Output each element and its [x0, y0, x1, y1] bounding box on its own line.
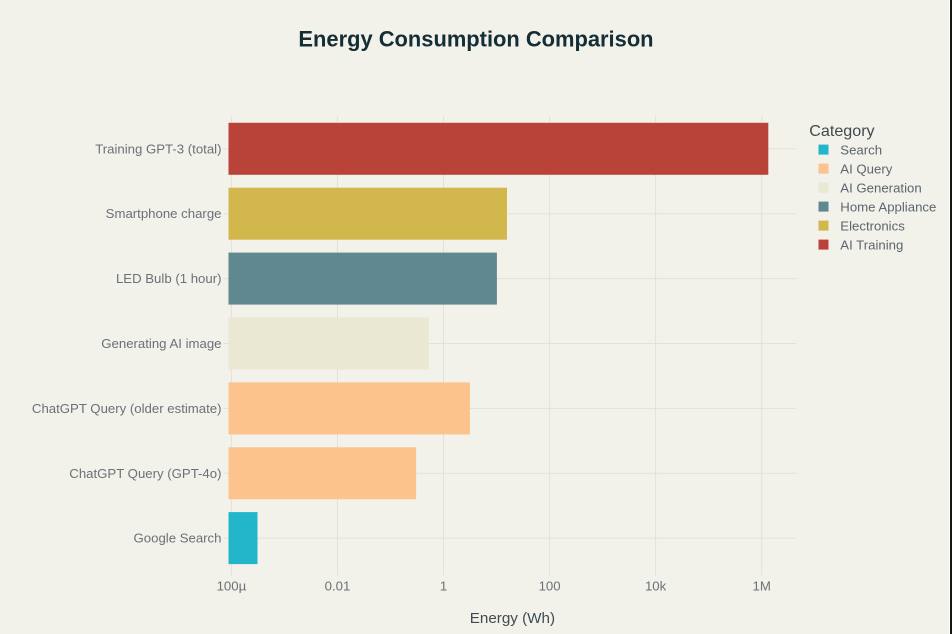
svg-text:Google Search: Google Search [134, 531, 222, 546]
svg-text:Generating AI image: Generating AI image [101, 336, 221, 351]
svg-text:ChatGPT Query (GPT-4o): ChatGPT Query (GPT-4o) [69, 466, 221, 481]
svg-text:Home Appliance: Home Appliance [840, 199, 936, 214]
svg-text:10k: 10k [645, 579, 667, 594]
svg-text:100µ: 100µ [217, 579, 247, 594]
svg-text:Energy (Wh): Energy (Wh) [470, 610, 555, 627]
svg-text:ChatGPT Query (older estimate): ChatGPT Query (older estimate) [32, 401, 222, 416]
svg-text:Smartphone charge: Smartphone charge [106, 206, 222, 221]
svg-text:100: 100 [539, 579, 561, 594]
svg-text:1M: 1M [753, 579, 771, 594]
svg-text:Energy Consumption Comparison: Energy Consumption Comparison [298, 27, 653, 52]
svg-text:Training GPT-3 (total): Training GPT-3 (total) [95, 141, 221, 156]
svg-text:0.01: 0.01 [325, 579, 351, 594]
svg-text:Category: Category [809, 122, 875, 140]
svg-text:AI Query: AI Query [840, 161, 892, 176]
svg-text:AI Training: AI Training [840, 237, 903, 252]
svg-text:Electronics: Electronics [840, 218, 905, 233]
svg-text:LED Bulb (1 hour): LED Bulb (1 hour) [116, 271, 222, 286]
svg-text:Search: Search [840, 142, 882, 157]
svg-text:1: 1 [440, 579, 447, 594]
svg-text:AI Generation: AI Generation [840, 180, 921, 195]
